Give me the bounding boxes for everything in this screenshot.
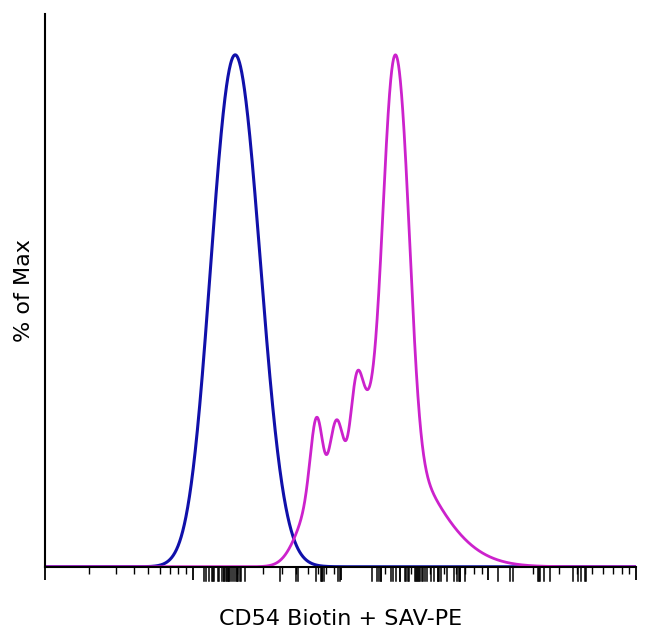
X-axis label: CD54 Biotin + SAV-PE: CD54 Biotin + SAV-PE: [219, 609, 462, 629]
Y-axis label: % of Max: % of Max: [14, 239, 34, 342]
